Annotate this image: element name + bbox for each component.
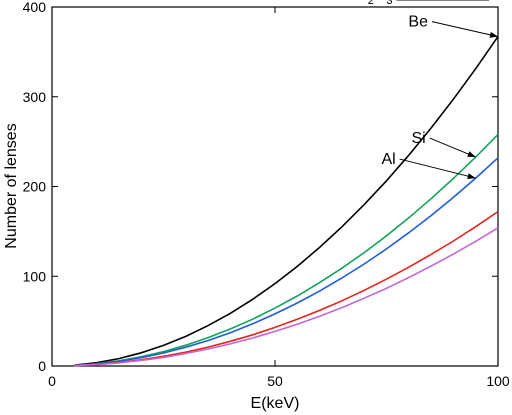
- ticks: [51, 6, 499, 367]
- annotation-be: Be: [408, 14, 428, 31]
- series-line-al: [74, 157, 499, 367]
- y-tick-label: 0: [38, 358, 46, 374]
- arrow-head-icon: [467, 173, 476, 180]
- annotation-al: Al: [381, 151, 395, 168]
- y-tick-label: 300: [23, 89, 47, 105]
- x-tick-label: 50: [267, 373, 283, 389]
- x-axis-title: E(keV): [251, 395, 300, 412]
- series-lines: [74, 36, 499, 367]
- y-tick-label: 100: [23, 268, 47, 284]
- annotation-arrow-line: [399, 158, 476, 179]
- plot-frame: [51, 6, 499, 367]
- annotation-c: C: [426, 0, 438, 4]
- arrow-head-icon: [467, 151, 476, 158]
- annotations: Be Si Al C Al2O3: [354, 0, 499, 180]
- annotation-arrow-line: [429, 137, 476, 158]
- x-tick-label: 100: [486, 373, 510, 389]
- arrow-head-icon: [489, 31, 498, 38]
- y-axis-title: Number of lenses: [3, 123, 20, 248]
- y-tick-label: 400: [23, 0, 47, 15]
- series-line-al2o3: [74, 227, 499, 367]
- annotation-al2o3: Al2O3: [354, 0, 393, 7]
- series-line-c: [74, 210, 499, 367]
- tick-labels: 0 50 100 0 100 200 300 400: [23, 0, 510, 389]
- x-tick-label: 0: [48, 373, 56, 389]
- series-line-be: [74, 36, 499, 366]
- annotation-arrow-line: [431, 21, 499, 38]
- annotation-si: Si: [411, 130, 425, 147]
- series-line-si: [74, 133, 499, 367]
- y-tick-label: 200: [23, 179, 47, 195]
